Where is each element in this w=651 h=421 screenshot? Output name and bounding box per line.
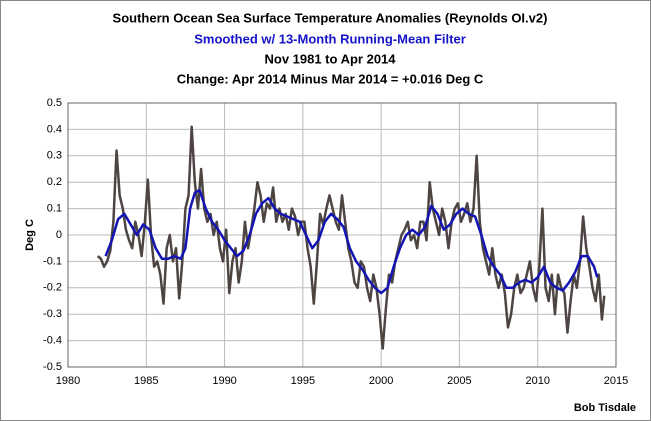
- y-axis-label: Deg C: [24, 219, 36, 251]
- series-line: [96, 125, 606, 350]
- x-tick-label: 1985: [134, 375, 158, 387]
- y-tick-label: 0.2: [47, 176, 62, 188]
- y-tick-label: -0.3: [43, 308, 62, 320]
- annotation: Change: Apr 2014 Minus Mar 2014 = +0.016…: [177, 71, 484, 86]
- y-tick-label: -0.5: [43, 361, 62, 373]
- y-tick-label: -0.4: [43, 335, 62, 347]
- x-tick-label: 2015: [604, 375, 628, 387]
- series-line: [104, 188, 599, 295]
- y-tick-label: 0: [56, 229, 62, 241]
- x-tick-label: 1990: [212, 375, 236, 387]
- x-tick-label: 1980: [56, 375, 80, 387]
- x-tick-label: 1995: [291, 375, 315, 387]
- period: Nov 1981 to Apr 2014: [264, 51, 396, 66]
- chart-subtitle: Smoothed w/ 13-Month Running-Mean Filter: [194, 31, 466, 46]
- credit: Bob Tisdale: [574, 402, 636, 414]
- x-tick-label: 2000: [369, 375, 393, 387]
- y-tick-label: 0.1: [47, 203, 62, 215]
- y-tick-label: 0.3: [47, 150, 62, 162]
- y-tick-label: -0.2: [43, 282, 62, 294]
- x-tick-label: 2005: [447, 375, 471, 387]
- y-tick-label: 0.4: [47, 123, 62, 135]
- chart-title: Southern Ocean Sea Surface Temperature A…: [113, 10, 548, 25]
- y-tick-label: -0.1: [43, 255, 62, 267]
- plot-border: [67, 102, 617, 368]
- y-tick-label: 0.5: [47, 97, 62, 109]
- x-tick-label: 2010: [525, 375, 549, 387]
